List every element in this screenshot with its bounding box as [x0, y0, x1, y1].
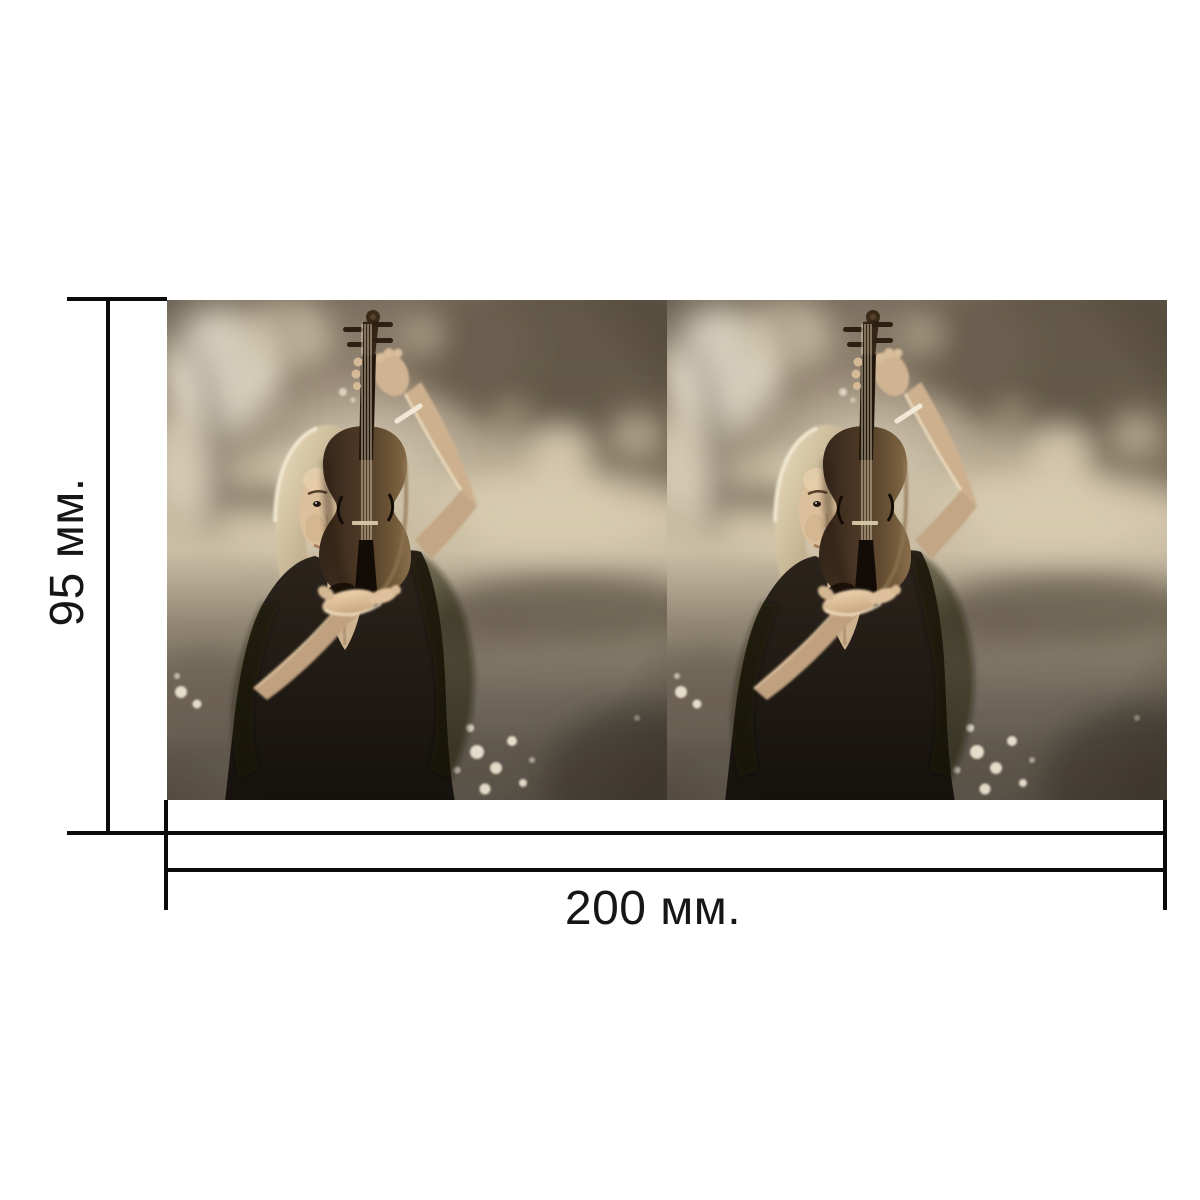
height-dimension-line	[106, 297, 110, 835]
width-dimension-upper-line	[67, 831, 1167, 835]
violin-photo-right	[667, 300, 1167, 800]
height-dimension-label: 95 мм.	[41, 477, 94, 627]
width-dimension-label: 200 мм.	[564, 882, 742, 935]
violin-photo-left	[167, 300, 667, 800]
width-extension-line-right	[1163, 800, 1167, 910]
width-extension-line-left	[164, 800, 168, 910]
photo-pair	[167, 300, 1167, 800]
height-dimension-top-tick	[67, 297, 167, 301]
width-dimension-lower-line	[165, 868, 1167, 872]
